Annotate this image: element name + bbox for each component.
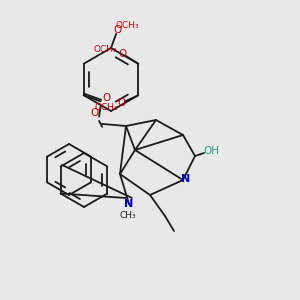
Text: N: N (124, 199, 134, 209)
Text: O: O (117, 98, 125, 108)
Text: N: N (182, 173, 190, 184)
Text: OCH₃: OCH₃ (94, 45, 117, 54)
Text: O: O (91, 108, 99, 118)
Text: OCH₃: OCH₃ (95, 103, 118, 112)
Text: OCH₃: OCH₃ (116, 21, 139, 30)
Text: CH₃: CH₃ (119, 212, 136, 220)
Text: O: O (113, 25, 122, 35)
Text: O: O (118, 49, 126, 59)
Text: OH: OH (203, 146, 220, 157)
Text: O: O (102, 93, 110, 103)
